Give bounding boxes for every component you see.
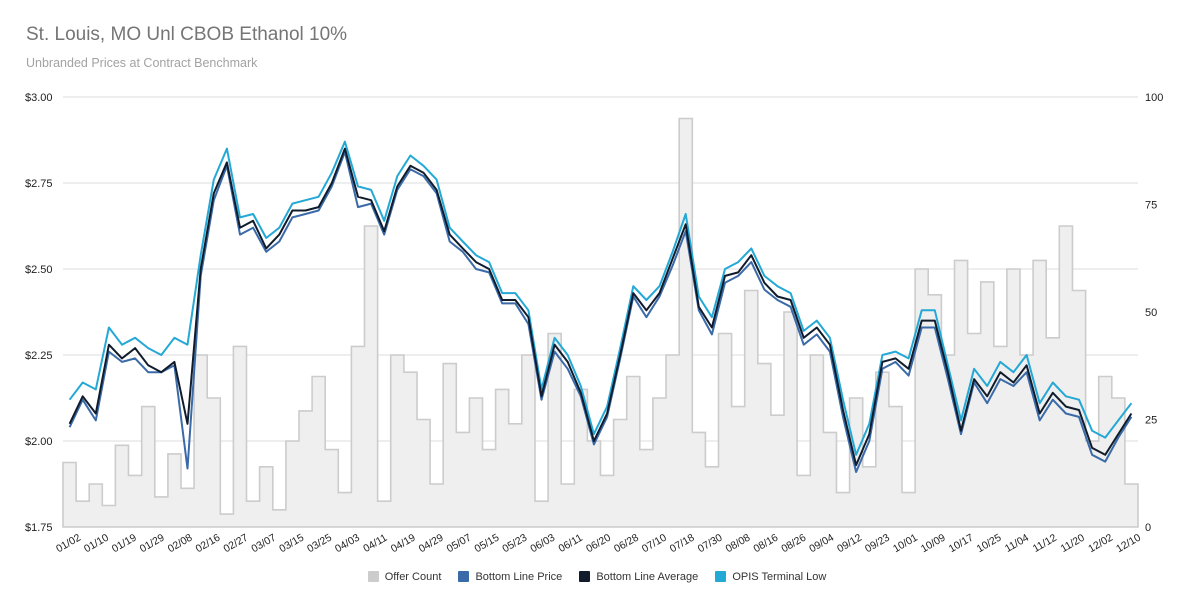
x-tick-label: 07/30	[696, 532, 725, 556]
legend: Offer Count Bottom Line Price Bottom Lin…	[0, 571, 1194, 583]
x-tick-label: 10/25	[975, 532, 1004, 556]
y-left-tick-label: $3.00	[25, 92, 53, 104]
x-tick-label: 04/11	[361, 532, 389, 555]
legend-opis-terminal-low[interactable]: OPIS Terminal Low	[715, 571, 826, 583]
y-axis-right: 100 75 50 25 0	[1145, 92, 1163, 534]
x-tick-label: 02/16	[194, 532, 223, 556]
x-tick-label: 08/08	[724, 532, 753, 556]
chart-title: St. Louis, MO Unl CBOB Ethanol 10%	[26, 24, 348, 45]
x-tick-label: 06/28	[612, 532, 641, 556]
y-left-tick-label: $1.75	[25, 522, 53, 534]
x-tick-label: 08/26	[779, 532, 808, 556]
x-tick-label: 01/29	[138, 532, 167, 556]
x-tick-label: 05/23	[500, 532, 529, 556]
y-right-tick-label: 100	[1145, 92, 1163, 104]
bottom-line-average-line	[68, 147, 1133, 467]
x-tick-label: 05/07	[445, 532, 474, 556]
x-tick-label: 04/19	[389, 532, 418, 556]
y-right-tick-label: 25	[1145, 415, 1157, 427]
x-tick-label: 06/20	[584, 532, 613, 556]
legend-offer-count[interactable]: Offer Count	[367, 571, 441, 583]
x-tick-label: 05/15	[473, 532, 502, 556]
x-tick-label: 09/23	[863, 532, 892, 556]
x-tick-label: 01/02	[54, 532, 83, 556]
x-tick-label: 07/18	[668, 532, 697, 556]
x-tick-label: 11/04	[1003, 532, 1031, 555]
x-tick-label: 06/03	[528, 532, 557, 556]
offer-count-area	[62, 117, 1139, 528]
y-right-tick-label: 0	[1145, 522, 1151, 534]
x-tick-label: 01/10	[82, 532, 111, 556]
price-chart: $3.00 $2.75 $2.50 $2.25 $2.00 $1.75 100 75 50 25…	[25, 92, 1163, 556]
x-axis: 01/02 01/10 01/19 01/29 02/08 02/16 02/27 03/07…	[54, 532, 1143, 556]
y-right-tick-label: 50	[1145, 307, 1157, 319]
x-tick-label: 10/01	[891, 532, 920, 556]
x-tick-label: 02/27	[221, 532, 250, 556]
x-tick-label: 11/20	[1059, 532, 1087, 555]
y-right-tick-label: 75	[1145, 200, 1157, 212]
x-tick-label: 04/03	[333, 532, 362, 556]
x-tick-label: 03/15	[277, 532, 306, 556]
x-tick-label: 02/08	[166, 532, 195, 556]
x-tick-label: 12/10	[1114, 532, 1143, 556]
x-tick-label: 08/16	[751, 532, 780, 556]
y-left-tick-label: $2.50	[25, 264, 53, 276]
y-left-tick-label: $2.00	[25, 436, 53, 448]
bottom-line-price-line	[68, 151, 1133, 473]
x-tick-label: 03/25	[305, 532, 334, 556]
x-tick-label: 11/12	[1031, 532, 1059, 555]
x-tick-label: 12/02	[1086, 532, 1115, 556]
opis-terminal-low-line	[68, 140, 1133, 456]
x-tick-label: 09/04	[807, 532, 836, 556]
x-tick-label: 01/19	[110, 532, 139, 556]
x-tick-label: 10/17	[947, 532, 976, 556]
x-tick-label: 04/29	[417, 532, 446, 556]
y-left-tick-label: $2.25	[25, 350, 53, 362]
x-tick-label: 09/12	[835, 532, 864, 556]
legend-bottom-line-average[interactable]: Bottom Line Average	[579, 571, 698, 583]
legend-bottom-line-price[interactable]: Bottom Line Price	[458, 571, 562, 583]
x-tick-label: 10/09	[919, 532, 948, 556]
x-tick-label: 06/11	[557, 532, 585, 555]
y-axis-left: $3.00 $2.75 $2.50 $2.25 $2.00 $1.75	[25, 92, 53, 534]
price-lines	[68, 140, 1133, 473]
x-tick-label: 03/07	[249, 532, 278, 556]
offer-count-series	[62, 117, 1139, 528]
chart-subtitle: Unbranded Prices at Contract Benchmark	[26, 56, 258, 70]
y-left-tick-label: $2.75	[25, 178, 53, 190]
x-tick-label: 07/10	[640, 532, 669, 556]
